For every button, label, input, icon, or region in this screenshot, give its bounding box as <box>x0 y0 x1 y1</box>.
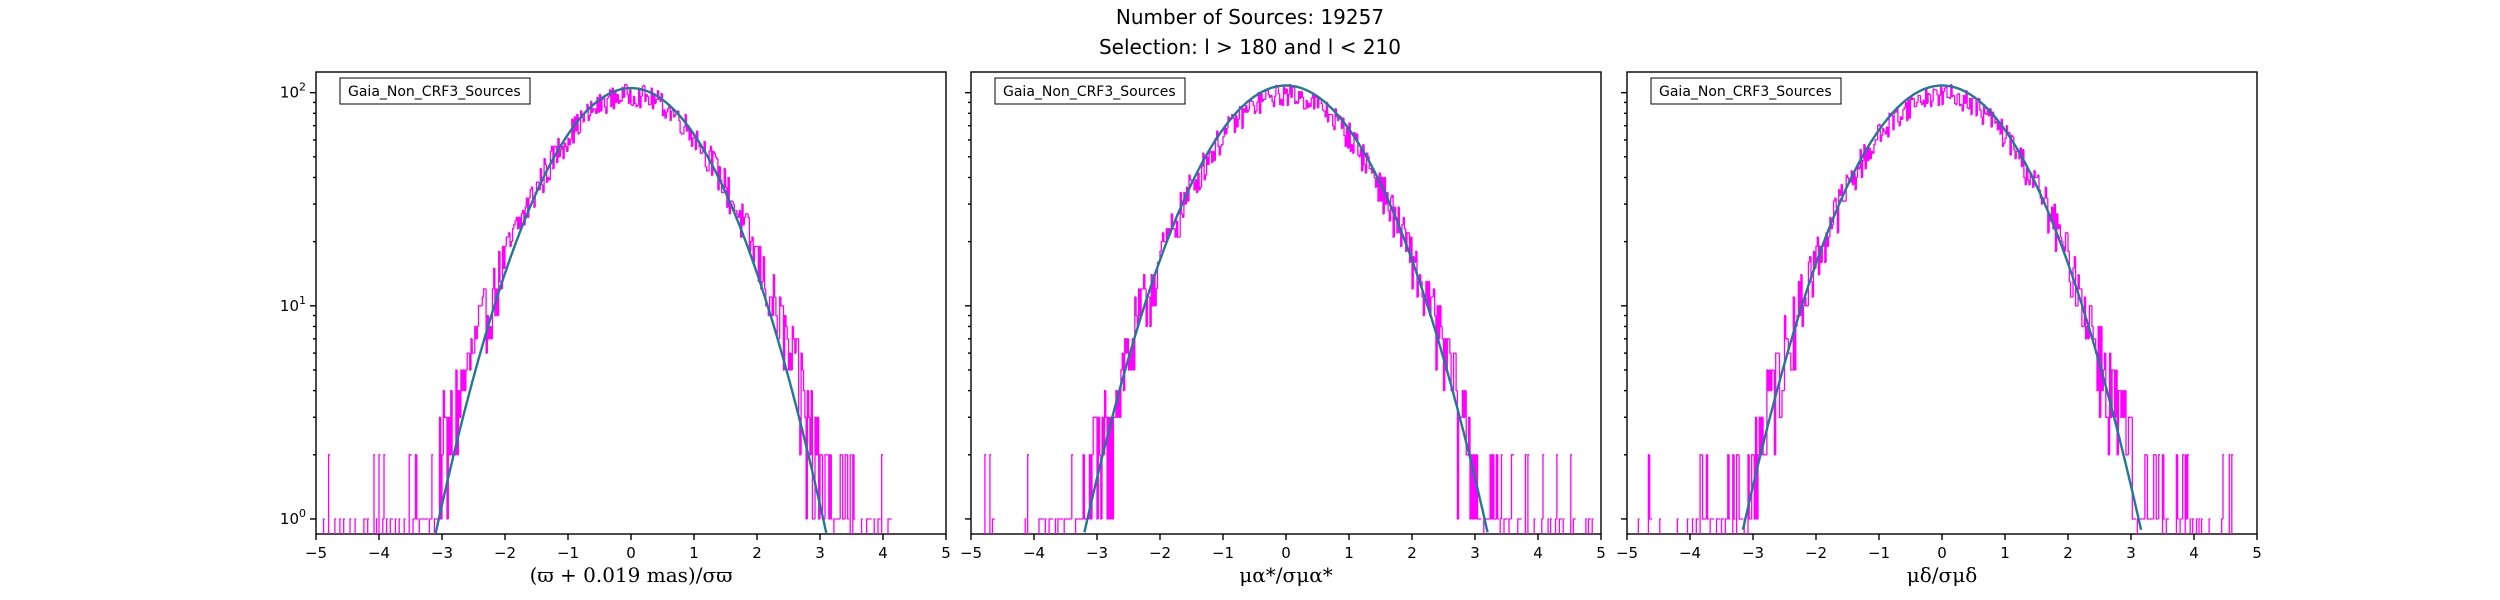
x-axis-label: μα*/σμα* <box>1239 563 1332 587</box>
x-axis-label: μδ/σμδ <box>1907 563 1977 587</box>
y-ticks: 100 101 102 <box>280 81 316 528</box>
legend-box <box>1650 77 1842 105</box>
x-tick-label: −1 <box>1212 544 1234 562</box>
x-tick-label: −2 <box>1149 544 1171 562</box>
y-ticks <box>1621 91 1627 520</box>
x-tick-label: 1 <box>1344 544 1354 562</box>
x-tick-label: 5 <box>2252 544 2262 562</box>
x-tick-label: 5 <box>941 544 951 562</box>
x-tick-label: −3 <box>1742 544 1764 562</box>
x-tick-label: −1 <box>557 544 579 562</box>
y-tick-label: 100 <box>280 507 306 528</box>
gaussian-fit-line <box>1741 84 2143 531</box>
x-tick-label: −3 <box>1086 544 1108 562</box>
x-tick-label: 4 <box>2189 544 2199 562</box>
legend-box <box>994 77 1186 105</box>
histogram-series <box>1637 84 2234 534</box>
x-axis-label: (ϖ + 0.019 mas)/σϖ <box>530 563 733 587</box>
x-tick-label: −1 <box>1868 544 1890 562</box>
y-tick-label: 101 <box>280 294 306 315</box>
x-tick-label: −5 <box>305 544 327 562</box>
legend: Gaia_Non_CRF3_Sources <box>339 77 531 105</box>
x-tick-label: 3 <box>1470 544 1480 562</box>
x-tick-label: 3 <box>2126 544 2136 562</box>
x-ticks: −5 −4 −3 −2 −1 0 1 2 3 4 5 <box>1616 534 2262 562</box>
figure-subtitle: Selection: l > 180 and l < 210 <box>1099 35 1401 59</box>
x-tick-label: 0 <box>1937 544 1947 562</box>
legend-label: Gaia_Non_CRF3_Sources <box>1003 84 1176 100</box>
x-tick-label: 5 <box>1596 544 1606 562</box>
panel-parallax: −5 −4 −3 −2 −1 0 1 2 3 4 5 100 101 102 Gaia_Non_CRF3… <box>280 71 951 587</box>
x-ticks: −5 −4 −3 −2 −1 0 1 2 3 4 5 <box>960 534 1606 562</box>
x-tick-label: −4 <box>1679 544 1701 562</box>
x-tick-label: 4 <box>878 544 888 562</box>
x-tick-label: −5 <box>1616 544 1638 562</box>
plot-area <box>315 71 947 535</box>
legend-label: Gaia_Non_CRF3_Sources <box>1659 84 1832 100</box>
x-tick-label: −2 <box>1805 544 1827 562</box>
legend-box <box>339 77 531 105</box>
panel-proper-motion-dec: −5 −4 −3 −2 −1 0 1 2 3 4 5 Gaia_Non_CRF3_Sources μ… <box>1616 71 2262 587</box>
plot-area <box>970 71 1602 535</box>
x-tick-label: 2 <box>1407 544 1417 562</box>
x-tick-label: 1 <box>689 544 699 562</box>
legend: Gaia_Non_CRF3_Sources <box>994 77 1186 105</box>
panel-proper-motion-ra: −5 −4 −3 −2 −1 0 1 2 3 4 5 Gaia_Non_CRF3_Sources μ… <box>960 71 1606 587</box>
x-tick-label: 1 <box>2000 544 2010 562</box>
x-tick-label: 0 <box>626 544 636 562</box>
legend-label: Gaia_Non_CRF3_Sources <box>348 84 521 100</box>
gaussian-fit-line <box>434 86 828 534</box>
x-tick-label: −2 <box>494 544 516 562</box>
figure-title: Number of Sources: 19257 <box>1116 5 1384 29</box>
x-tick-label: −4 <box>368 544 390 562</box>
x-tick-label: −4 <box>1023 544 1045 562</box>
plot-area <box>1626 71 2258 535</box>
x-tick-label: 0 <box>1281 544 1291 562</box>
y-tick-label: 102 <box>280 81 306 102</box>
x-tick-label: 4 <box>1533 544 1543 562</box>
x-tick-label: −3 <box>431 544 453 562</box>
x-tick-label: 2 <box>752 544 762 562</box>
legend: Gaia_Non_CRF3_Sources <box>1650 77 1842 105</box>
gaussian-fit-line <box>1083 84 1489 533</box>
x-ticks: −5 −4 −3 −2 −1 0 1 2 3 4 5 <box>305 534 951 562</box>
y-ticks <box>965 91 971 520</box>
histogram-line <box>1637 84 2234 534</box>
x-tick-label: −5 <box>960 544 982 562</box>
x-tick-label: 3 <box>815 544 825 562</box>
x-tick-label: 2 <box>2063 544 2073 562</box>
